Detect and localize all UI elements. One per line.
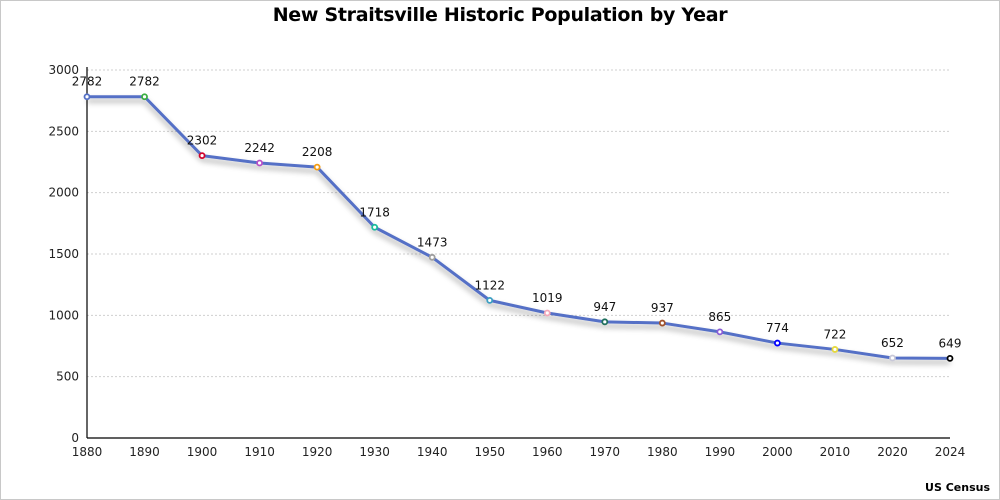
data-label: 2302 [187,134,218,148]
x-tick-label: 1990 [705,445,736,459]
data-label: 937 [651,301,674,315]
data-point [83,93,91,101]
y-tick-label: 1500 [48,247,79,261]
x-tick-label: 2000 [762,445,793,459]
series-line [87,95,951,360]
y-tick-label: 1000 [48,308,79,322]
data-label: 722 [823,327,846,341]
x-tick-labels: 1880 1890 1900 1910 1920 1930 1940 1950 1960 1970… [72,445,966,459]
x-tick-label: 1920 [302,445,333,459]
data-point [543,309,551,317]
x-tick-label: 1950 [474,445,505,459]
x-tick-label: 1960 [532,445,563,459]
data-point [256,159,264,167]
data-point [601,318,609,326]
data-label: 1473 [417,235,448,249]
data-label: 2782 [72,75,103,89]
data-labels: 2782 2782 2302 2242 2208 1718 1473 1122 1019 947 9… [72,75,962,351]
chart-title: New Straitsville Historic Population by … [272,4,728,26]
data-label: 947 [593,300,616,314]
y-tick-label: 2000 [48,186,79,200]
data-label: 649 [939,336,962,350]
data-point [889,354,896,362]
data-point [486,296,494,304]
data-point [198,152,206,160]
y-tick-label: 3000 [48,63,79,77]
data-label: 1122 [474,278,505,292]
data-point [428,253,436,261]
x-tick-label: 1890 [129,445,160,459]
x-tick-label: 1880 [72,445,103,459]
data-label: 2782 [129,75,160,89]
x-tick-label: 1900 [187,445,218,459]
y-tick-label: 0 [71,431,79,445]
x-tick-label: 2020 [877,445,908,459]
x-tick-label: 2024 [935,445,966,459]
source-label: US Census [925,481,990,494]
x-tick-label: 1940 [417,445,448,459]
y-tick-label: 500 [56,370,79,384]
data-label: 1718 [359,205,390,219]
data-point [141,93,148,101]
data-label: 774 [766,321,789,335]
data-label: 652 [881,336,904,350]
data-point [313,163,321,171]
series-population [83,93,954,362]
data-point [774,339,781,347]
data-point [946,354,954,362]
x-tick-label: 1980 [647,445,678,459]
x-tick-label: 1910 [244,445,275,459]
data-label: 2242 [244,141,275,155]
data-label: 1019 [532,291,563,305]
y-tick-labels: 0 500 1000 1500 2000 2500 3000 [48,63,79,445]
x-tick-label: 2010 [820,445,851,459]
x-tick-label: 1930 [359,445,390,459]
data-label: 865 [708,310,731,324]
data-label: 2208 [302,145,333,159]
data-point [716,328,724,336]
gridlines [87,69,950,378]
data-point [371,223,379,231]
x-tick-label: 1970 [590,445,621,459]
y-tick-label: 2500 [48,124,79,138]
data-point [831,346,839,353]
axes [86,67,950,439]
data-point [658,319,666,327]
